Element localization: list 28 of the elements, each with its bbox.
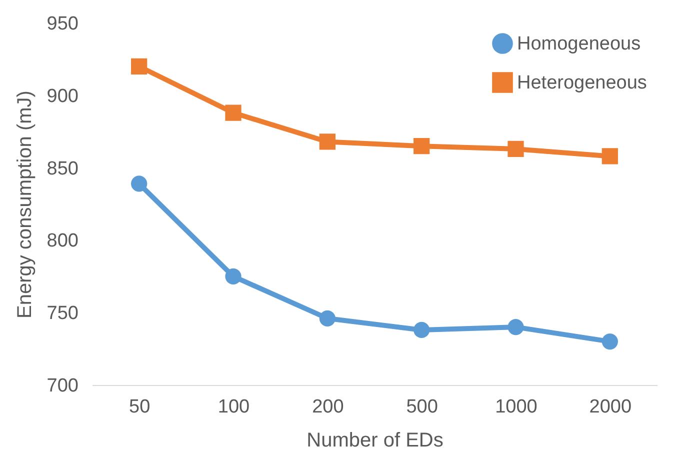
legend-label: Heterogeneous	[517, 72, 647, 94]
x-tick-label: 100	[218, 396, 250, 418]
point	[414, 138, 430, 154]
y-tick-label: 700	[46, 376, 78, 396]
point	[414, 322, 430, 338]
point	[602, 334, 618, 350]
y-tick-label: 750	[46, 303, 78, 324]
x-tick-label: 50	[129, 396, 150, 418]
y-tick-label: 800	[46, 230, 78, 252]
x-tick-label: 500	[406, 396, 438, 418]
point	[508, 140, 524, 158]
x-tick-label: 2000	[589, 396, 632, 418]
y-tick-label: 900	[46, 86, 78, 107]
x-tick-label: 1000	[495, 396, 538, 418]
point	[131, 58, 148, 75]
point	[225, 268, 242, 284]
y-axis-title: Energy consumption (mJ)	[14, 90, 36, 318]
point	[508, 319, 524, 336]
point	[602, 148, 618, 164]
x-tick-label: 200	[312, 396, 344, 418]
point	[131, 176, 148, 192]
point	[225, 104, 242, 121]
point	[319, 134, 336, 150]
x-axis-title: Number of EDs	[306, 430, 444, 452]
y-tick-label: 950	[46, 14, 78, 34]
point	[319, 310, 336, 326]
y-tick-label: 850	[46, 158, 78, 180]
legend-label: Homogeneous	[517, 34, 641, 54]
